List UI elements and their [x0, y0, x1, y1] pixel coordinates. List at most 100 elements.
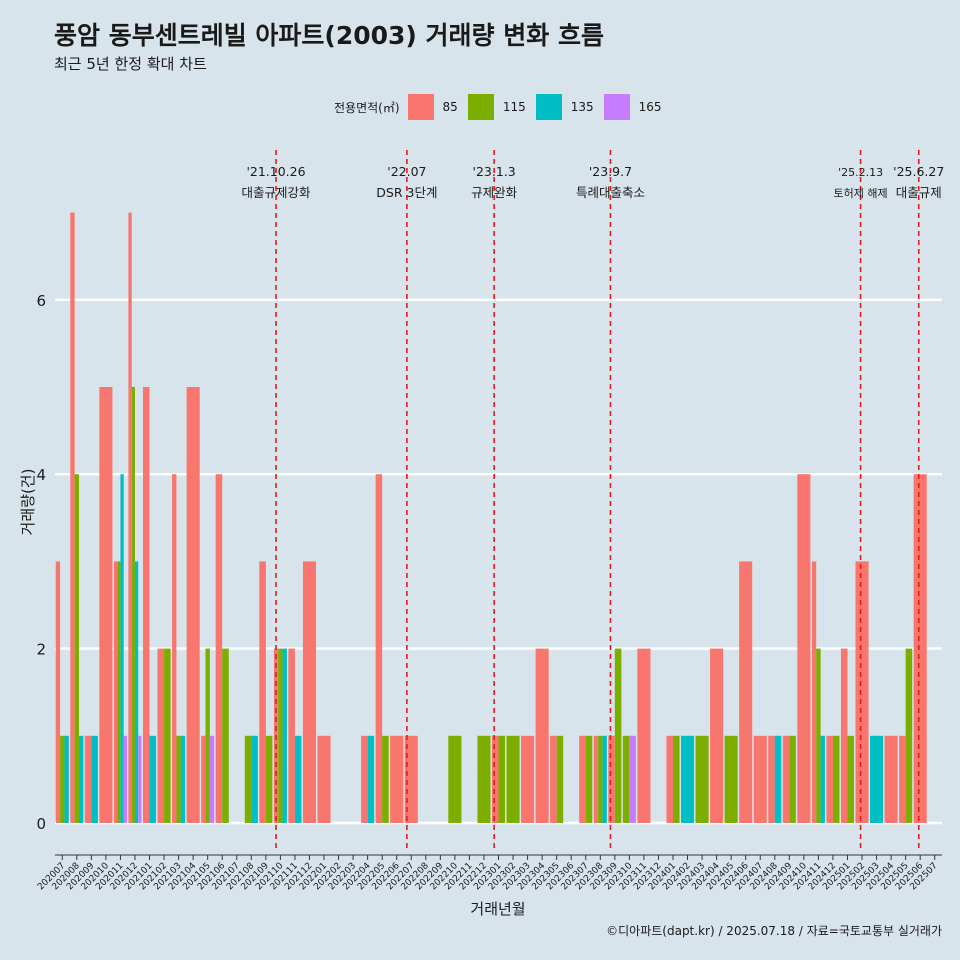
- y-tick-label: 6: [36, 292, 46, 310]
- bar-115-202011: [117, 561, 121, 823]
- y-axis-label: 거래량(건): [19, 469, 37, 536]
- legend-label-115: 115: [502, 100, 526, 114]
- chart-title: 풍암 동부센트레빌 아파트(2003) 거래량 변화 흐름: [54, 21, 604, 50]
- bar-115-202106: [222, 648, 229, 823]
- event-date-label: '23.1.3: [473, 164, 516, 179]
- bar-85-202411: [811, 561, 817, 823]
- bar-85-202408: [768, 735, 775, 823]
- bar-85-202205: [375, 474, 383, 823]
- bar-135-202111: [294, 735, 302, 823]
- legend-label-85: 85: [442, 100, 458, 114]
- bar-115-202405: [724, 735, 738, 823]
- legend-item-85: 85: [407, 94, 458, 120]
- bar-85-202009: [84, 735, 92, 823]
- chart-subtitle: 최근 5년 한정 확대 차트: [54, 55, 207, 73]
- bar-115-202212: [477, 735, 491, 823]
- legend-title: 전용면적(㎡): [334, 100, 400, 115]
- legend-key-165: [603, 94, 630, 120]
- bar-85-202404: [710, 648, 724, 823]
- bar-85-202410: [797, 474, 811, 823]
- bar-165-202310: [629, 735, 636, 823]
- bar-135-202408: [774, 735, 782, 823]
- bar-115-202307: [585, 735, 593, 823]
- bar-135-202101: [149, 735, 157, 823]
- bar-85-202102: [157, 648, 165, 823]
- bar-115-202008: [74, 474, 79, 823]
- bar-165-202105: [209, 735, 215, 823]
- bar-115-202210: [448, 735, 462, 823]
- bar-115-202310: [622, 735, 630, 823]
- bar-115-202305: [556, 735, 564, 823]
- bar-85-202103: [172, 474, 177, 823]
- bar-135-202007: [64, 735, 69, 823]
- legend-key-85: [407, 94, 434, 120]
- bar-85-202401: [666, 735, 673, 823]
- bar-115-202412: [832, 735, 840, 823]
- event-date-label: '22.07: [387, 164, 426, 179]
- bar-115-202110: [278, 648, 283, 823]
- event-lines: '21.10.26 대출규제강화 '22.07 DSR 3단계 '23.1.3 규제완화 '…: [242, 150, 944, 852]
- bar-115-202411: [816, 648, 821, 823]
- event-name-label: DSR 3단계: [376, 185, 437, 200]
- bar-115-202108: [244, 735, 252, 823]
- bar-115-202308: [598, 735, 603, 823]
- bar-135-202204: [367, 735, 375, 823]
- bar-115-202205: [382, 735, 389, 823]
- bar-85-202304: [535, 648, 549, 823]
- bar-85-202011: [113, 561, 118, 823]
- bar-135-202108: [251, 735, 258, 823]
- bar-85-202309: [608, 735, 615, 823]
- bar-135-202308: [602, 735, 607, 823]
- x-axis: 2020072020082020092020102020112020122021…: [36, 854, 942, 892]
- bar-85-202104: [186, 387, 200, 823]
- bar-85-202305: [550, 735, 557, 823]
- event-date-label: '25.6.27: [893, 164, 944, 179]
- bar-85-202101: [142, 387, 150, 823]
- bar-85-202111: [288, 648, 295, 823]
- event-name-label: 대출규제강화: [242, 185, 312, 200]
- bar-85-202409: [782, 735, 790, 823]
- bar-85-202106: [215, 474, 223, 823]
- event-date-label: '23.9.7: [589, 164, 632, 179]
- bar-115-202007: [60, 735, 65, 823]
- bar-135-202009: [91, 735, 98, 823]
- y-tick-label: 2: [36, 641, 46, 659]
- bar-85-202303: [521, 735, 535, 823]
- bar-85-202407: [753, 735, 767, 823]
- bar-115-202501: [847, 735, 855, 823]
- bar-165-202011: [123, 735, 127, 823]
- bar-115-202403: [695, 735, 709, 823]
- y-axis: 0 2 4 6: [36, 292, 46, 833]
- bar-115-202302: [506, 735, 520, 823]
- bar-115-202409: [789, 735, 796, 823]
- y-tick-label: 0: [36, 815, 46, 833]
- bar-85-202204: [361, 735, 368, 823]
- event-name-label: 특례대출축소: [576, 185, 645, 200]
- legend-item-165: 165: [603, 94, 662, 120]
- bar-85-202201: [317, 735, 331, 823]
- x-axis-label: 거래년월: [470, 900, 525, 918]
- bar-85-202412: [826, 735, 833, 823]
- event-name-label: 토허제 해제: [834, 186, 888, 200]
- bar-85-202501: [840, 648, 848, 823]
- bar-85-202012: [128, 212, 132, 824]
- bar-85-202307: [579, 735, 586, 823]
- bar-135-202503: [870, 735, 884, 823]
- bar-85-202007: [55, 561, 61, 823]
- bar-135-202402: [680, 735, 695, 823]
- bar-85-202112: [302, 561, 317, 823]
- legend-item-115: 115: [467, 94, 526, 120]
- bar-85-202105: [201, 735, 206, 823]
- y-tick-label: 4: [36, 466, 46, 484]
- bar-85-202109: [259, 561, 266, 823]
- bar-85-202504: [884, 735, 898, 823]
- bar-85-202308: [593, 735, 599, 823]
- bar-115-202105: [205, 648, 210, 823]
- legend-label-165: 165: [638, 100, 662, 114]
- bar-115-202401: [672, 735, 680, 823]
- bar-135-202011: [120, 474, 124, 823]
- legend-key-135: [535, 94, 562, 120]
- bar-85-202008: [70, 212, 75, 824]
- bar-135-202411: [820, 735, 825, 823]
